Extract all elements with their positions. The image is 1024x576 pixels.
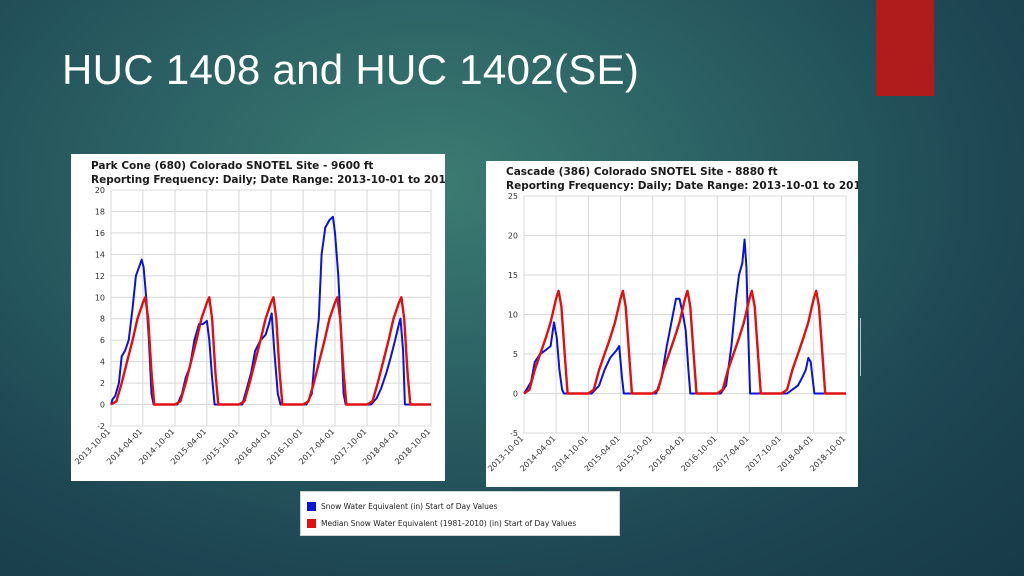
y-tick-label: 10 [95, 293, 105, 302]
y-tick-label: -2 [97, 422, 105, 431]
y-tick-label: 20 [508, 232, 518, 241]
y-tick-label: 0 [513, 390, 518, 399]
y-tick-label: 8 [100, 315, 105, 324]
y-tick-label: 6 [100, 336, 105, 345]
series-line-swe [523, 238, 846, 395]
chart-subtitle: Reporting Frequency: Daily; Date Range: … [91, 174, 445, 186]
y-tick-label: 16 [95, 229, 105, 238]
legend-item-median-swe: Median Snow Water Equivalent (1981-2010)… [307, 519, 576, 528]
series-line-median-swe [110, 296, 431, 406]
chart-title: Cascade (386) Colorado SNOTEL Site - 888… [506, 166, 778, 178]
y-tick-label: 10 [508, 311, 518, 320]
y-tick-label: 12 [95, 272, 105, 281]
red-accent-bar [876, 0, 934, 96]
park-cone-chart-svg: Park Cone (680) Colorado SNOTEL Site - 9… [73, 160, 445, 466]
y-tick-label: 5 [513, 350, 518, 359]
y-tick-label: 4 [100, 358, 105, 367]
y-tick-label: 0 [100, 401, 105, 410]
chart-legend: Snow Water Equivalent (in) Start of Day … [300, 491, 620, 536]
y-tick-label: 20 [95, 186, 105, 195]
y-tick-label: 14 [95, 250, 105, 259]
legend-swatch-red [307, 519, 316, 528]
y-tick-label: 2 [100, 379, 105, 388]
image-edge-fragment [856, 318, 861, 376]
series-line-median-swe [523, 289, 846, 395]
y-tick-label: 25 [508, 192, 518, 201]
y-tick-label: -5 [510, 429, 518, 438]
chart-title: Park Cone (680) Colorado SNOTEL Site - 9… [91, 160, 373, 172]
legend-label: Snow Water Equivalent (in) Start of Day … [321, 502, 498, 511]
legend-label: Median Snow Water Equivalent (1981-2010)… [321, 519, 577, 528]
y-tick-label: 18 [95, 207, 105, 216]
slide-title: HUC 1408 and HUC 1402(SE) [62, 46, 640, 93]
legend-swatch-blue [307, 502, 316, 511]
cascade-chart: Cascade (386) Colorado SNOTEL Site - 888… [486, 161, 858, 487]
park-cone-chart: Park Cone (680) Colorado SNOTEL Site - 9… [71, 154, 445, 481]
legend-item-swe: Snow Water Equivalent (in) Start of Day … [307, 502, 497, 511]
y-tick-label: 15 [508, 271, 518, 280]
chart-subtitle: Reporting Frequency: Daily; Date Range: … [506, 180, 858, 192]
cascade-chart-svg: Cascade (386) Colorado SNOTEL Site - 888… [486, 166, 858, 473]
